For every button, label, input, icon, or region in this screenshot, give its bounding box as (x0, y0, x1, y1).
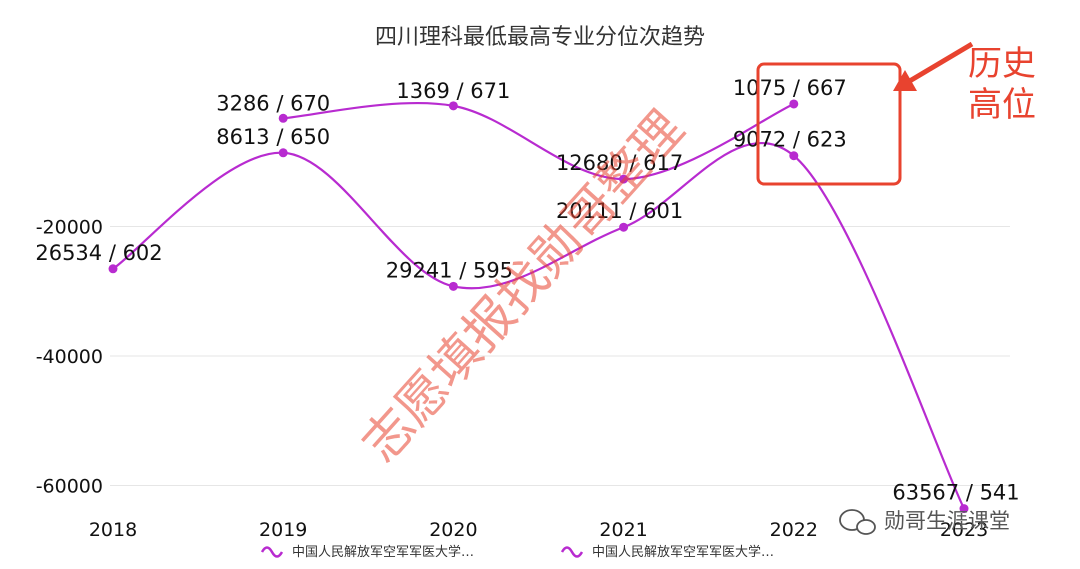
legend-swatch-1 (260, 546, 284, 558)
data-label: 8613 / 650 (216, 125, 330, 149)
data-label: 1369 / 671 (396, 79, 510, 103)
data-point (789, 99, 799, 109)
data-point (789, 151, 799, 161)
x-tick-label: 2022 (770, 519, 818, 541)
series-line-1 (283, 101, 795, 181)
annotation-line1: 历史 (968, 44, 1036, 84)
y-axis-ticks: -20000 -40000 -60000 (36, 217, 103, 498)
data-point (448, 101, 458, 111)
legend-label-2: 中国人民解放军空军军医大学… (592, 544, 774, 560)
data-labels: 3286 / 670 1369 / 671 12680 / 617 1075 / 66… (35, 76, 1019, 505)
data-label: 63567 / 541 (892, 481, 1019, 505)
data-point (959, 504, 969, 514)
data-point (108, 264, 118, 274)
annotation-arrow-shaft (906, 41, 974, 85)
series-lines (108, 99, 969, 514)
data-label: 26534 / 602 (35, 241, 162, 265)
data-point (619, 174, 629, 184)
wechat-logo: 勋哥生涯课堂 (839, 509, 1010, 535)
gridlines (110, 226, 1010, 486)
series-line-2 (112, 141, 965, 510)
data-label: 9072 / 623 (733, 128, 847, 152)
data-label: 20111 / 601 (556, 199, 683, 223)
x-tick-label: 2018 (89, 519, 137, 541)
legend: 中国人民解放军空军军医大学… 中国人民解放军空军军医大学… (260, 544, 774, 560)
data-point (448, 281, 458, 291)
x-tick-label: 2019 (259, 519, 307, 541)
wechat-icon-small (856, 519, 876, 535)
annotation-arrow-head (893, 70, 917, 91)
data-point (278, 148, 288, 158)
legend-label-1: 中国人民解放军空军军医大学… (292, 544, 474, 560)
x-tick-label: 2023 (940, 519, 988, 541)
logo-text: 勋哥生涯课堂 (884, 509, 1010, 533)
y-tick-label: -40000 (36, 346, 103, 368)
chart-title: 四川理科最低最高专业分位次趋势 (375, 25, 705, 50)
data-point (278, 113, 288, 123)
data-label: 3286 / 670 (216, 91, 330, 115)
data-label: 12680 / 617 (556, 151, 683, 175)
watermark: 志愿填报找勋哥整理 (351, 100, 695, 473)
x-tick-label: 2021 (599, 519, 647, 541)
data-point (619, 222, 629, 232)
data-label: 29241 / 595 (386, 258, 513, 282)
y-tick-label: -20000 (36, 217, 103, 239)
x-tick-label: 2020 (429, 519, 477, 541)
legend-swatch-2 (560, 546, 584, 558)
x-axis-ticks: 2018 2019 2020 2021 2022 2023 (89, 519, 988, 541)
y-tick-label: -60000 (36, 476, 103, 498)
data-label: 1075 / 667 (733, 76, 847, 100)
annotation-line2: 高位 (968, 85, 1036, 125)
highlight-box (756, 62, 902, 186)
